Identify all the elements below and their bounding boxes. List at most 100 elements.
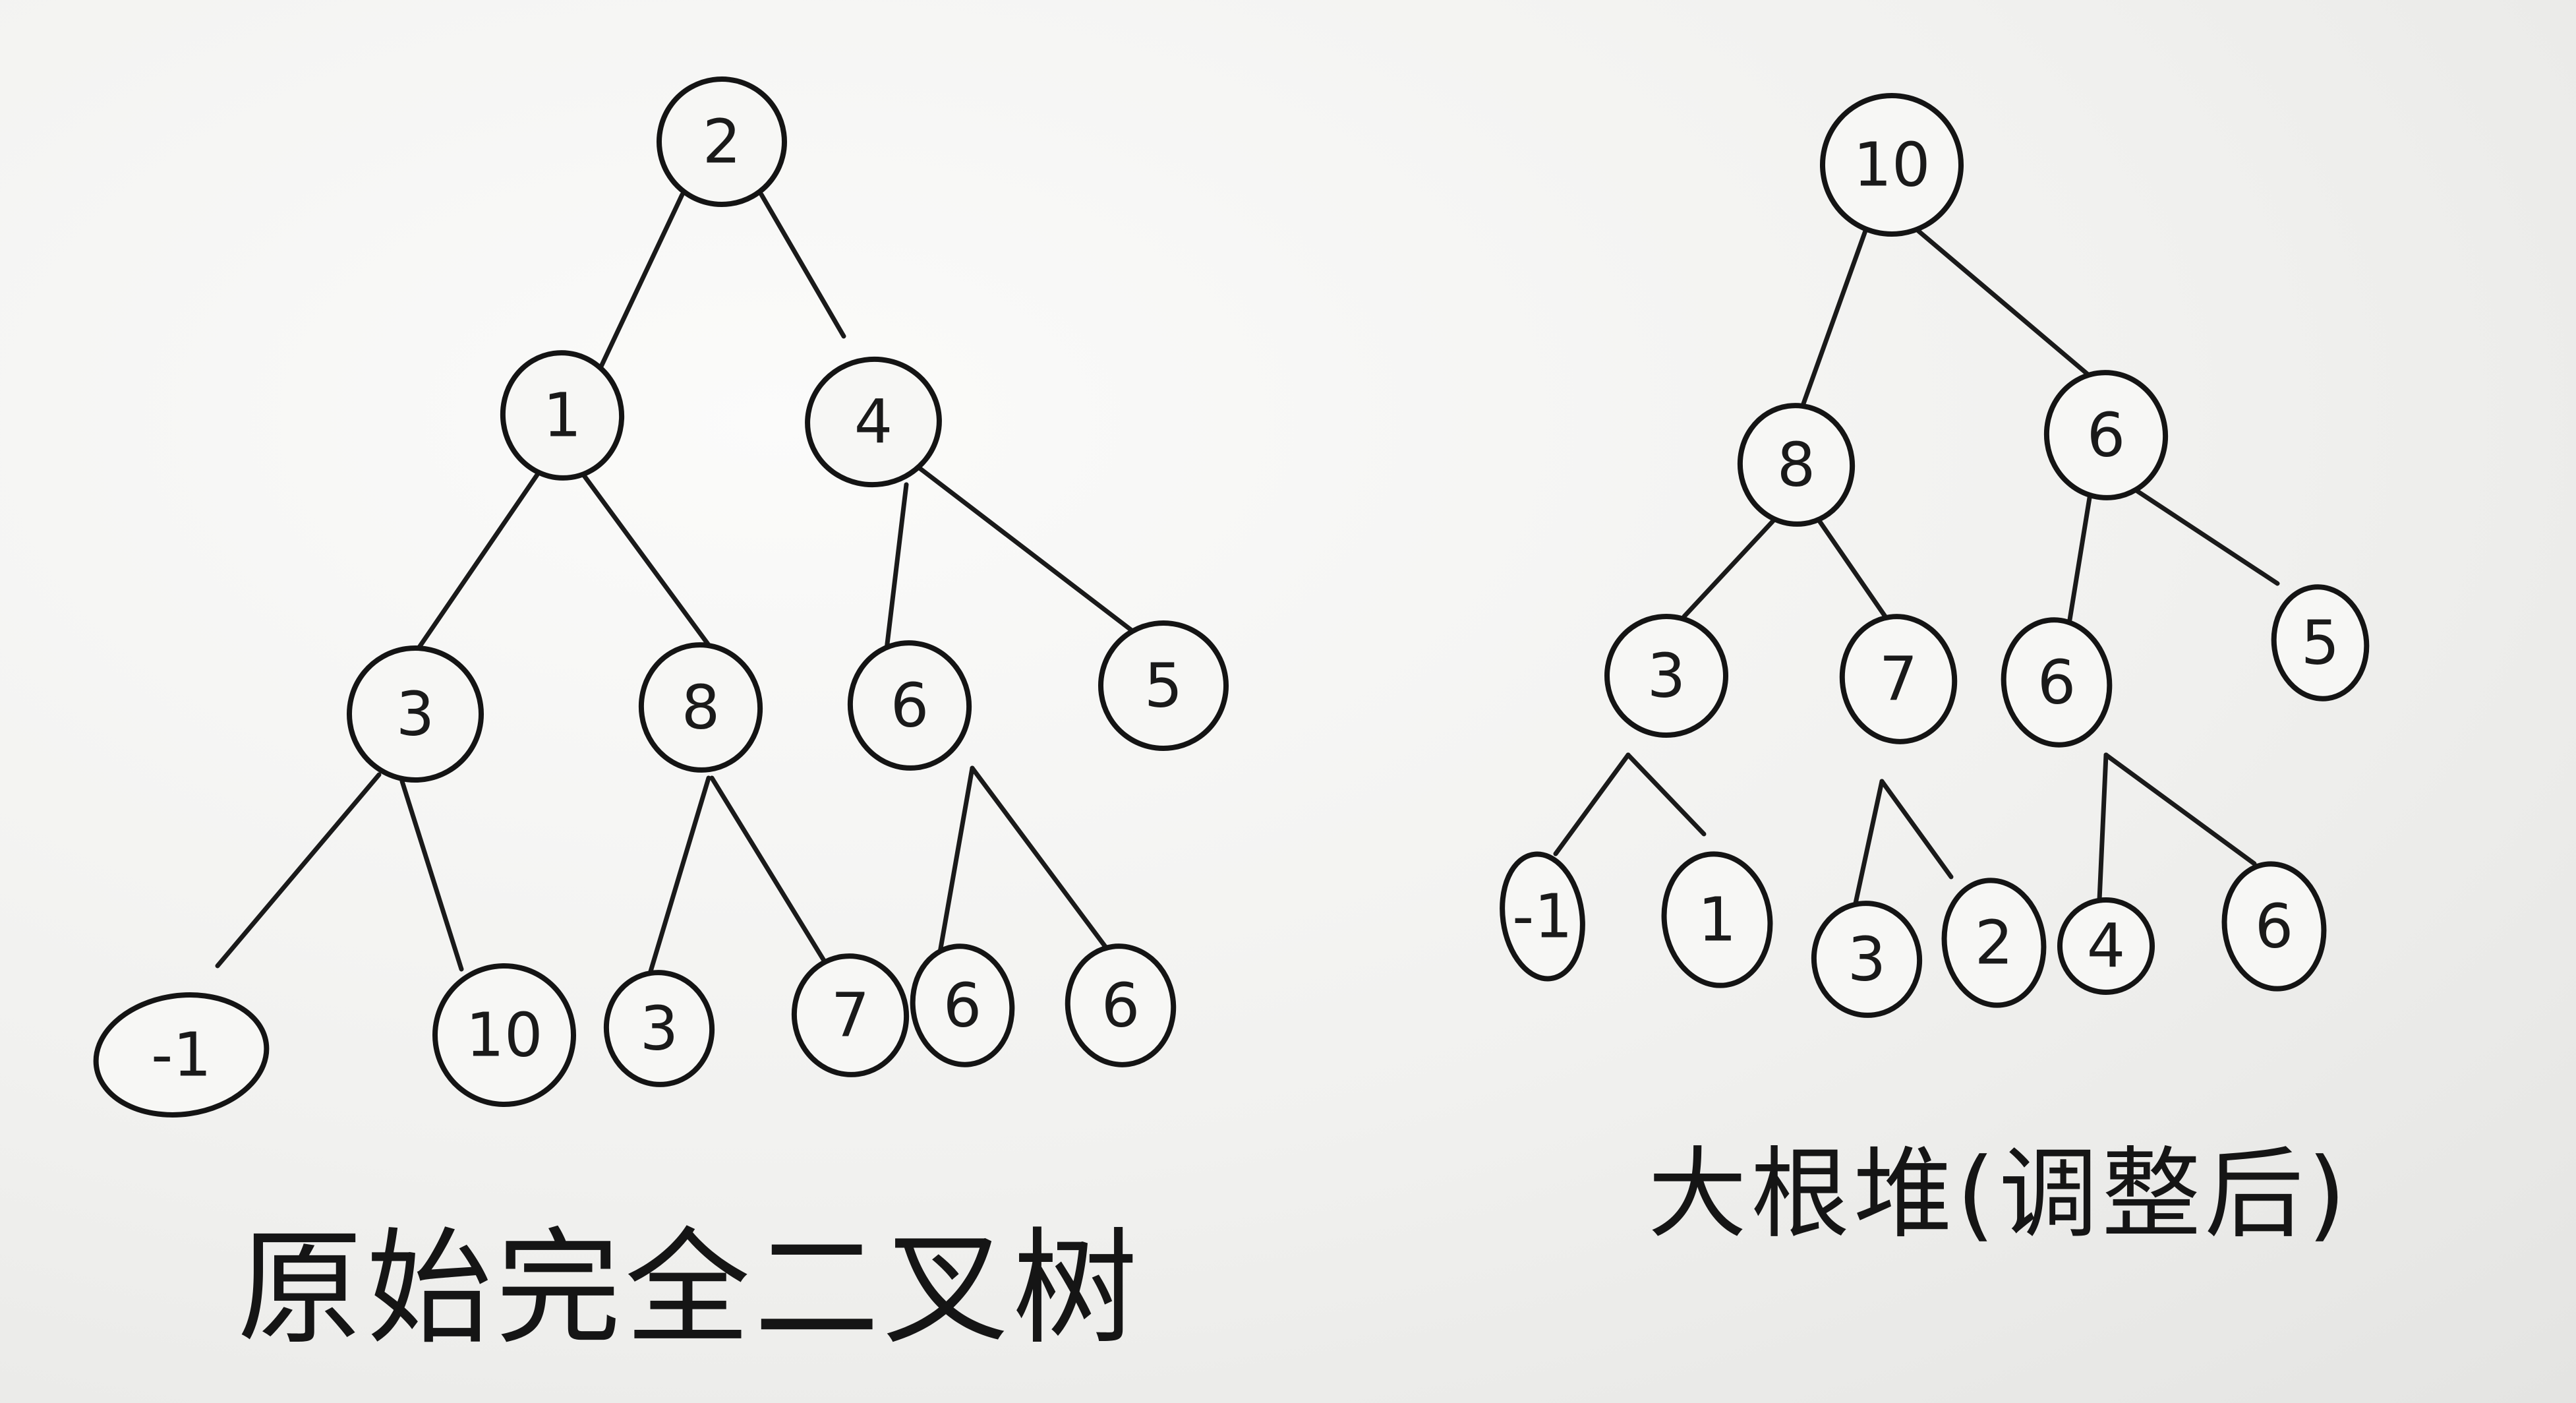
left-edge-rl-rll xyxy=(937,765,975,959)
right-edge-lr-lrr xyxy=(1879,779,1954,880)
left-edge-r-rl xyxy=(884,482,909,652)
left-node-circle xyxy=(93,992,270,1118)
left-node-label: 1 xyxy=(543,380,582,451)
right-node-circle xyxy=(1820,92,1964,237)
right-node-lrr: 2 xyxy=(1941,878,2047,1008)
left-node-label: 5 xyxy=(1144,651,1183,721)
right-node-label: 5 xyxy=(2301,608,2340,678)
left-node-r: 4 xyxy=(805,356,942,488)
left-node-lll: -1 xyxy=(93,992,270,1118)
right-node-label: 1 xyxy=(1698,885,1737,955)
left-node-circle xyxy=(805,356,942,488)
left-node-label: 10 xyxy=(465,1000,542,1071)
right-node-circle xyxy=(1500,851,1585,982)
left-node-lrr: 7 xyxy=(791,953,910,1077)
left-node-label: -1 xyxy=(151,1020,212,1090)
left-edge-root-l xyxy=(597,192,685,372)
left-node-rr: 5 xyxy=(1098,620,1229,751)
right-node-label: -1 xyxy=(1512,881,1573,952)
right-edge-root-r xyxy=(1916,228,2092,378)
left-node-label: 4 xyxy=(854,387,893,458)
right-node-circle xyxy=(1839,614,1958,744)
right-node-circle xyxy=(2001,617,2113,748)
right-node-rl: 6 xyxy=(2001,617,2113,748)
left-node-label: 6 xyxy=(943,970,982,1041)
left-node-circle xyxy=(847,640,972,771)
left-node-circle xyxy=(603,970,715,1087)
right-node-lrl: 3 xyxy=(1811,901,1923,1018)
right-edge-l-lr xyxy=(1817,518,1888,619)
right-node-ll: 3 xyxy=(1604,614,1728,738)
left-node-circle xyxy=(347,645,484,783)
right-edge-rl-rlr xyxy=(2103,752,2257,866)
right-node-rlr: 6 xyxy=(2221,861,2327,992)
right-node-root: 10 xyxy=(1820,92,1964,237)
right-node-label: 6 xyxy=(2255,891,2294,962)
left-node-circle xyxy=(1098,620,1229,751)
right-node-label: 3 xyxy=(1647,641,1686,711)
left-tree: 2 1 4 3 8 6 5 -1 10 3 7 6 6 xyxy=(93,76,1229,1118)
right-node-rr: 5 xyxy=(2271,584,2370,702)
right-edge-ll-llr xyxy=(1625,752,1707,837)
right-node-circle xyxy=(1811,901,1923,1018)
left-node-circle xyxy=(657,76,787,207)
left-node-ll: 3 xyxy=(347,645,484,783)
left-edge-r-rr xyxy=(917,465,1146,642)
left-node-root: 2 xyxy=(657,76,787,207)
left-tree-caption: 原始完全二叉树 xyxy=(237,1216,1142,1361)
left-edge-root-r xyxy=(759,192,846,339)
right-tree-caption: 大根堆(调整后) xyxy=(1648,1137,2351,1252)
left-node-l: 1 xyxy=(500,350,625,481)
left-node-rll: 6 xyxy=(910,943,1015,1067)
right-edge-rl-rll xyxy=(2097,752,2109,903)
left-node-circle xyxy=(432,963,576,1107)
left-node-circle xyxy=(791,953,910,1077)
right-node-circle xyxy=(2057,897,2155,995)
right-node-circle xyxy=(1941,878,2047,1008)
left-node-label: 6 xyxy=(891,671,929,741)
right-node-r: 6 xyxy=(2043,370,2169,500)
left-node-label: 3 xyxy=(640,994,679,1064)
left-edge-l-lr xyxy=(581,472,715,652)
left-node-circle xyxy=(500,350,625,481)
left-node-rl: 6 xyxy=(847,640,972,771)
left-node-label: 8 xyxy=(682,672,720,743)
left-node-circle xyxy=(638,642,763,773)
right-node-label: 2 xyxy=(1975,908,2014,978)
right-node-lr: 7 xyxy=(1839,614,1958,744)
right-node-circle xyxy=(2043,370,2169,500)
left-edge-ll-lll xyxy=(215,772,382,969)
left-edge-lr-lrr xyxy=(709,775,830,969)
right-edge-r-rr xyxy=(2130,485,2280,586)
left-edge-rl-rlr xyxy=(970,765,1110,952)
left-node-rlr: 6 xyxy=(1065,943,1177,1067)
left-node-llr: 10 xyxy=(432,963,576,1107)
right-node-llr: 1 xyxy=(1661,851,1773,988)
right-node-circle xyxy=(1604,614,1728,738)
right-node-label: 4 xyxy=(2087,911,2126,982)
left-node-circle xyxy=(1065,943,1177,1067)
right-edge-r-rl xyxy=(2067,495,2092,622)
right-node-lll: -1 xyxy=(1500,851,1585,982)
left-node-label: 3 xyxy=(396,679,435,750)
right-node-label: 8 xyxy=(1777,430,1816,500)
right-node-label: 10 xyxy=(1853,130,1930,200)
left-edge-ll-llr xyxy=(399,779,464,972)
right-edge-root-l xyxy=(1800,228,1868,408)
right-node-circle xyxy=(2271,584,2370,702)
right-node-label: 7 xyxy=(1879,644,1918,715)
left-node-circle xyxy=(910,943,1015,1067)
right-edge-lr-lrl xyxy=(1853,779,1885,906)
right-edge-ll-lll xyxy=(1553,752,1631,856)
right-node-rll: 4 xyxy=(2057,897,2155,995)
right-node-circle xyxy=(1661,851,1773,988)
right-node-label: 3 xyxy=(1848,924,1887,995)
right-node-l: 8 xyxy=(1737,403,1856,527)
left-node-lrl: 3 xyxy=(603,970,715,1087)
right-node-label: 6 xyxy=(2087,400,2126,471)
right-node-label: 6 xyxy=(2037,647,2076,718)
right-node-circle xyxy=(1737,403,1856,527)
left-edge-l-ll xyxy=(406,472,540,665)
